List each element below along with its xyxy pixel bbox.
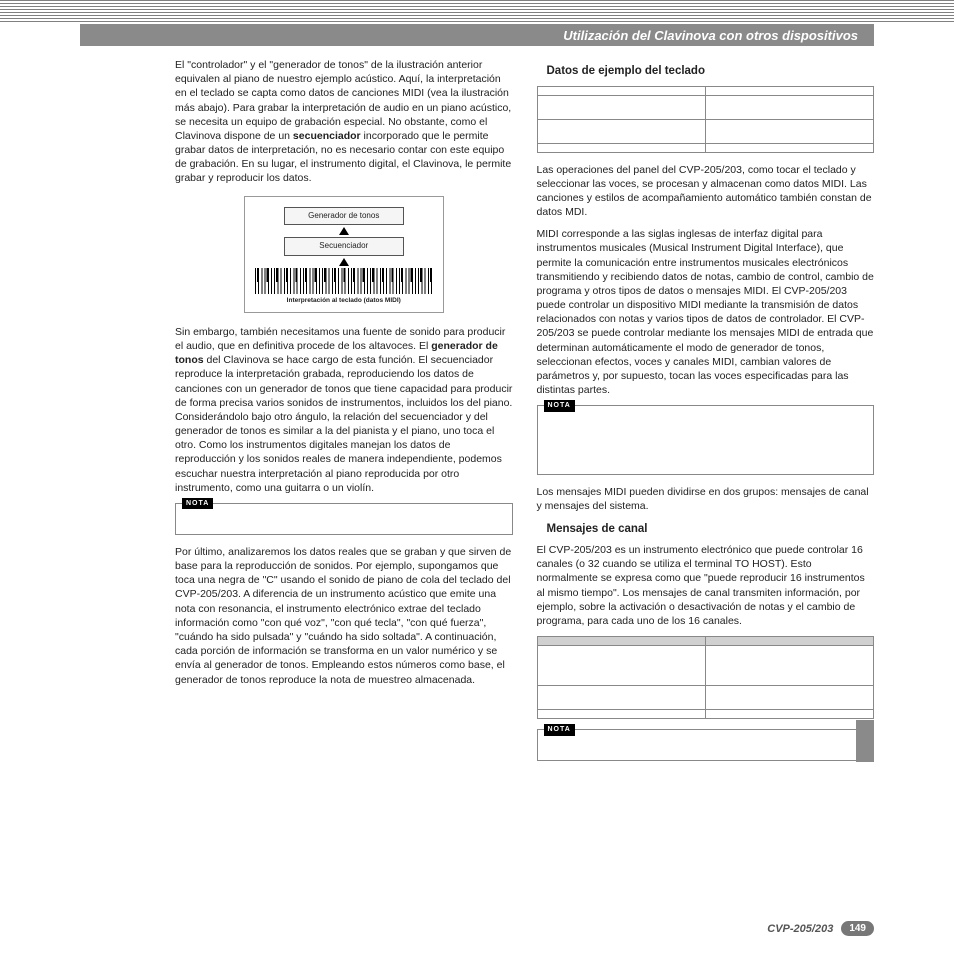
cell <box>537 686 705 710</box>
channel-msgs-table <box>537 636 875 719</box>
cell <box>705 686 873 710</box>
table-row <box>537 86 874 95</box>
page-footer: CVP-205/203 149 <box>767 921 874 936</box>
th <box>537 637 705 646</box>
left-column: El "controlador" y el "generador de tono… <box>175 58 513 914</box>
table-row <box>537 119 874 143</box>
cell <box>537 95 705 119</box>
right-p3: Los mensajes MIDI pueden dividirse en do… <box>537 485 875 513</box>
right-p1: Las operaciones del panel del CVP-205/20… <box>537 163 875 220</box>
arrow-icon <box>339 258 349 266</box>
footer-model: CVP-205/203 <box>767 923 833 935</box>
example-data-table <box>537 86 875 153</box>
heading-example-data: Datos de ejemplo del teclado <box>547 64 875 80</box>
left-p1: El "controlador" y el "generador de tono… <box>175 58 513 186</box>
note-box: NOTA <box>537 405 875 475</box>
cell <box>537 646 705 686</box>
cell <box>537 86 705 95</box>
note-tag: NOTA <box>544 400 575 411</box>
left-p2: Sin embargo, también necesitamos una fue… <box>175 325 513 495</box>
table-header-row <box>537 637 874 646</box>
table-row <box>537 710 874 719</box>
th <box>705 637 873 646</box>
right-p2: MIDI corresponde a las siglas inglesas d… <box>537 227 875 397</box>
cell <box>705 95 873 119</box>
keyboard-graphic <box>255 268 433 294</box>
cell <box>537 710 705 719</box>
note-tag: NOTA <box>182 498 213 509</box>
cell <box>705 646 873 686</box>
arrow-icon <box>339 227 349 235</box>
cell <box>705 119 873 143</box>
table-row <box>537 95 874 119</box>
page-number: 149 <box>841 921 874 936</box>
section-title-bar: Utilización del Clavinova con otros disp… <box>80 24 874 46</box>
right-column: Datos de ejemplo del teclado Las operaci… <box>537 58 875 914</box>
table-row <box>537 143 874 152</box>
thumb-index-tab <box>856 720 874 762</box>
cell <box>537 119 705 143</box>
signal-flow-diagram: Generador de tonos Secuenciador Interpre… <box>244 196 444 313</box>
note-tag: NOTA <box>544 724 575 735</box>
cell <box>705 143 873 152</box>
left-p3: Por último, analizaremos los datos reale… <box>175 545 513 687</box>
diagram-box-sequencer: Secuenciador <box>284 237 404 256</box>
table-row <box>537 686 874 710</box>
diagram-box-tone-gen: Generador de tonos <box>284 207 404 226</box>
note-box: NOTA <box>175 503 513 535</box>
bold-term: secuenciador <box>293 130 361 142</box>
diagram-caption: Interpretación al teclado (datos MIDI) <box>255 297 433 306</box>
page-content: El "controlador" y el "generador de tono… <box>175 58 874 914</box>
cell <box>705 710 873 719</box>
heading-channel-msgs: Mensajes de canal <box>547 522 875 538</box>
note-box: NOTA <box>537 729 875 761</box>
table-row <box>537 646 874 686</box>
cell <box>537 143 705 152</box>
header-stripes <box>0 0 954 24</box>
right-p4: El CVP-205/203 es un instrumento electró… <box>537 543 875 628</box>
section-title: Utilización del Clavinova con otros disp… <box>563 28 858 43</box>
text: del Clavinova se hace cargo de esta func… <box>175 354 512 494</box>
cell <box>705 86 873 95</box>
